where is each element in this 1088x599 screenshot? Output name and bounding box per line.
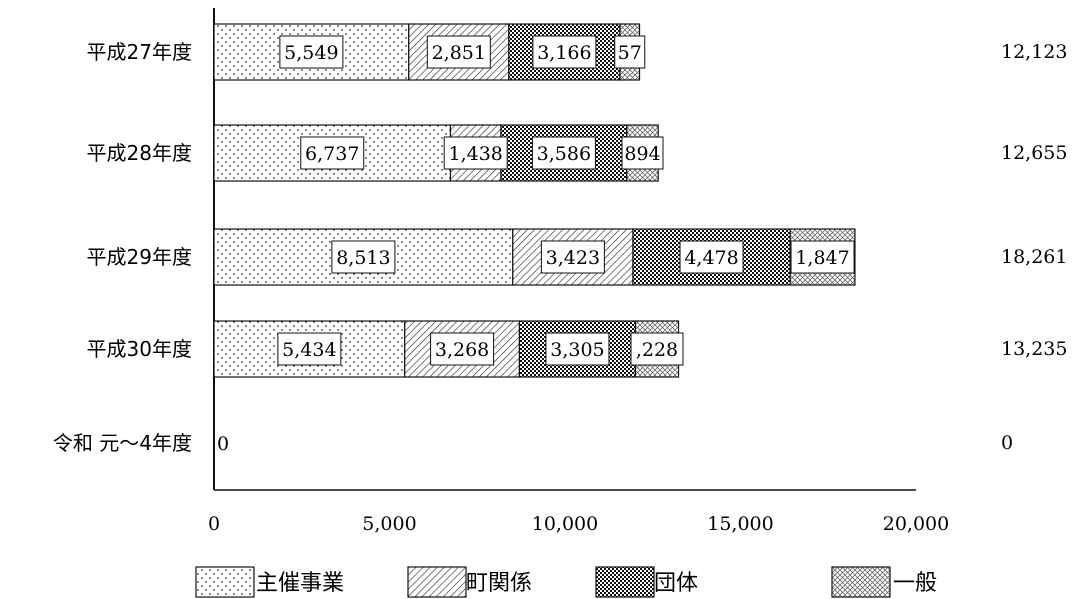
legend-label: 町関係 (466, 571, 532, 596)
total-label: 12,655 (1001, 142, 1067, 164)
zero-value-label: 0 (217, 433, 229, 455)
x-tick-label: 0 (208, 513, 220, 535)
value-label: 3,423 (546, 247, 600, 269)
value-label: 6,737 (305, 143, 359, 165)
value-label-box (790, 240, 855, 274)
total-label: 13,235 (1001, 338, 1067, 360)
value-label: ,228 (636, 339, 678, 361)
value-label-box (630, 332, 684, 366)
category-label: 令和 元～4年度 (53, 431, 192, 455)
value-label-box (443, 136, 508, 170)
legend-swatch (407, 566, 467, 598)
value-label: 5,549 (284, 42, 338, 64)
value-label-box (545, 332, 610, 366)
category-label: 平成29年度 (87, 245, 192, 269)
value-label-box (300, 136, 365, 170)
total-label: 18,261 (1001, 246, 1067, 268)
legend-swatch (595, 566, 655, 598)
value-label: 3,305 (550, 339, 604, 361)
category-label: 平成28年度 (87, 141, 192, 165)
value-label-box (614, 35, 646, 69)
legend-swatch (195, 566, 255, 598)
value-label: 1,847 (795, 247, 849, 269)
value-label: 3,586 (537, 143, 591, 165)
value-label-box (279, 35, 344, 69)
legend-label: 団体 (654, 571, 698, 596)
value-label: 894 (624, 143, 660, 165)
x-tick-label: 20,000 (883, 513, 949, 535)
value-label-box (277, 332, 342, 366)
value-label-box (430, 332, 495, 366)
value-label: 5,434 (282, 339, 336, 361)
x-tick-label: 15,000 (707, 513, 773, 535)
total-label: 12,123 (1001, 41, 1067, 63)
value-label: 8,513 (336, 247, 390, 269)
x-tick-label: 10,000 (532, 513, 598, 535)
category-label: 平成30年度 (87, 337, 192, 361)
value-label-box (426, 35, 491, 69)
value-label: 4,478 (684, 247, 738, 269)
legend-label: 一般 (893, 571, 937, 596)
value-label: 2,851 (432, 42, 486, 64)
value-label: 57 (618, 42, 642, 64)
value-label-box (532, 35, 597, 69)
value-label: 1,438 (449, 143, 503, 165)
value-label-box (331, 240, 396, 274)
value-label: 3,268 (435, 339, 489, 361)
value-label-box (531, 136, 596, 170)
legend-label: 主催事業 (256, 571, 344, 596)
x-tick-label: 5,000 (362, 513, 416, 535)
legend-swatch (831, 566, 891, 598)
value-label-box (540, 240, 605, 274)
value-label-box (679, 240, 744, 274)
total-label: 0 (1001, 432, 1013, 454)
category-label: 平成27年度 (87, 40, 192, 64)
value-label-box (621, 136, 664, 170)
value-label: 3,166 (537, 42, 591, 64)
